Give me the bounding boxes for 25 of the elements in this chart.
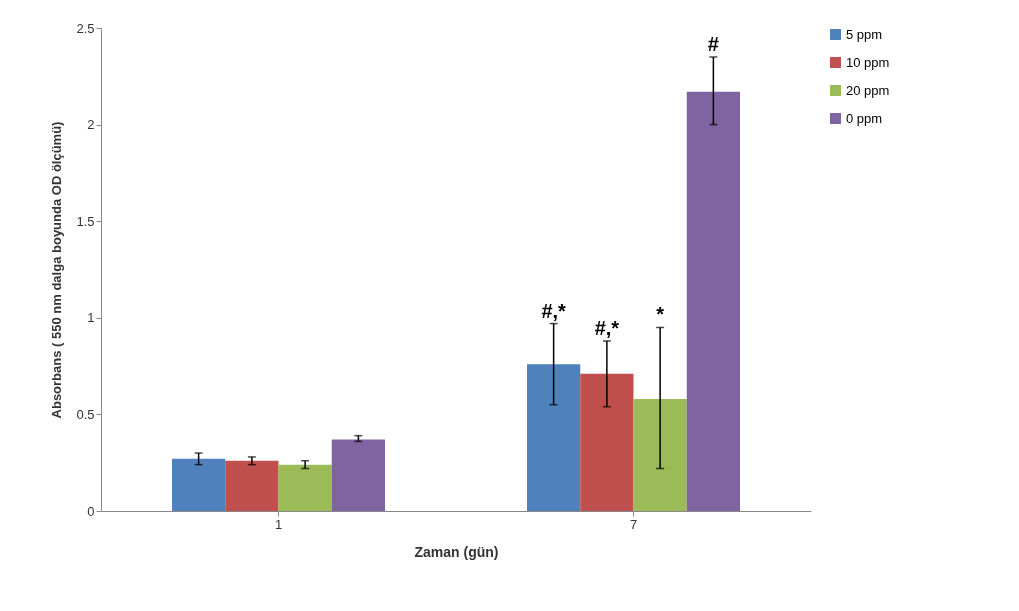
bar [633, 398, 687, 511]
legend-label: 0 ppm [846, 110, 883, 126]
bar [225, 460, 279, 511]
annotation: #,* [594, 316, 620, 339]
y-tick-label: 0 [87, 503, 95, 519]
legend-label: 10 ppm [846, 54, 890, 70]
y-axis-title: Absorbans ( 550 nm dalga boyunda OD ölçümü) [49, 121, 65, 419]
annotation: * [656, 303, 665, 326]
y-tick-label: 2.5 [76, 20, 95, 36]
annotation: # [707, 32, 719, 55]
bar [278, 464, 332, 511]
y-tick-label: 1 [87, 310, 95, 326]
y-tick-label: 1.5 [76, 213, 95, 229]
bar [580, 373, 634, 511]
legend-label: 20 ppm [846, 82, 890, 98]
x-axis-title: Zaman (gün) [414, 543, 499, 560]
bar [686, 91, 740, 511]
annotation: #,* [541, 299, 567, 322]
bar [527, 364, 581, 511]
legend-label: 5 ppm [846, 26, 883, 42]
y-tick-label: 0.5 [76, 406, 95, 422]
y-tick-label: 2 [87, 117, 95, 133]
bar [331, 439, 385, 511]
x-tick-label: 7 [629, 516, 638, 532]
bar [172, 458, 226, 511]
